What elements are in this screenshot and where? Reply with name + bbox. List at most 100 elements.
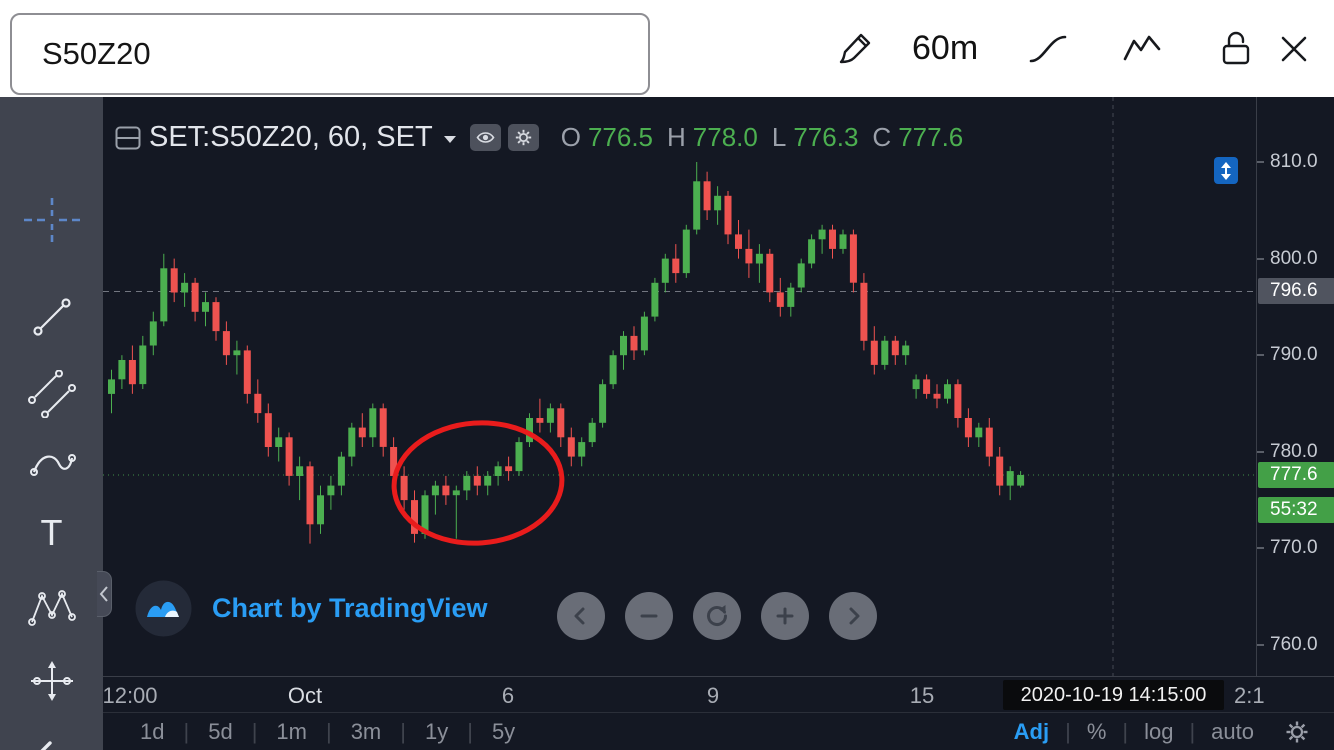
time-tick-label: 15 <box>909 683 935 708</box>
ellipse-annotation[interactable] <box>390 417 566 548</box>
lock-icon[interactable] <box>1218 0 1254 97</box>
zoom-in-button[interactable] <box>761 592 809 640</box>
adjusted-toggle[interactable]: Adj <box>1013 718 1050 744</box>
range-5d-button[interactable]: 5d <box>208 718 233 744</box>
xabcd-pattern-tool-button[interactable] <box>0 587 103 629</box>
brush-icon[interactable] <box>836 0 874 97</box>
candle-body <box>672 258 680 274</box>
candle-body <box>567 437 575 457</box>
time-tick-label: 9 <box>706 683 720 708</box>
toolbar-collapse-handle[interactable] <box>97 571 112 617</box>
drawing-toolbar: T <box>0 97 103 750</box>
chart-nav-controls <box>557 592 877 640</box>
candle-body <box>787 287 795 307</box>
candle-body <box>703 181 711 211</box>
candle-body <box>390 447 398 476</box>
candle-body <box>264 413 272 447</box>
crosshair-tool-button[interactable] <box>0 197 103 243</box>
minus-icon <box>640 614 658 618</box>
symbol-input[interactable] <box>10 13 650 95</box>
range-5y-button[interactable]: 5y <box>491 718 516 744</box>
candle-body <box>411 500 418 534</box>
range-3m-button[interactable]: 3m <box>350 718 382 744</box>
candle-body <box>933 393 941 399</box>
candle-body <box>745 248 753 264</box>
back-button[interactable] <box>0 737 103 750</box>
candle-body <box>463 475 471 491</box>
candle-body <box>776 292 784 307</box>
candle-body <box>839 234 847 249</box>
range-1y-button[interactable]: 1y <box>424 718 449 744</box>
candle-body <box>379 408 387 447</box>
visibility-toggle-button[interactable] <box>469 124 501 151</box>
candle-body <box>337 456 345 486</box>
price-tick-label: 770.0 <box>1257 537 1334 559</box>
candle-body <box>275 437 283 447</box>
candle-body <box>118 360 126 380</box>
candle-body <box>442 485 450 496</box>
separator: | <box>467 718 473 744</box>
symbol-title[interactable]: SET:S50Z20, 60, SET <box>149 121 433 153</box>
timeframe-button[interactable]: 60m <box>912 29 979 67</box>
price-range-tool-button[interactable] <box>0 659 103 703</box>
layout-box-icon[interactable] <box>115 126 141 150</box>
chart-style-icon[interactable] <box>1122 0 1162 97</box>
price-tick-label: 810.0 <box>1257 151 1334 173</box>
separator: | <box>325 718 332 744</box>
reset-view-button[interactable] <box>693 592 741 640</box>
trend-line-icon <box>32 298 71 336</box>
candle-body <box>191 282 199 312</box>
candle-body <box>149 321 157 346</box>
log-toggle[interactable]: log <box>1144 718 1174 744</box>
pan-left-button[interactable] <box>557 592 605 640</box>
auto-scale-button[interactable] <box>1214 157 1238 184</box>
low-value: 776.3 <box>793 122 859 152</box>
time-axis[interactable]: 2020-10-19 14:15:00 2:1 12:00 Oct 6 9 15 <box>102 676 1334 712</box>
candle-body <box>975 427 983 438</box>
curve-brush-tool-button[interactable] <box>0 445 103 483</box>
chevron-down-icon[interactable] <box>443 135 457 144</box>
reset-icon <box>707 605 727 626</box>
candle-body <box>714 195 722 211</box>
chart-settings-button[interactable] <box>1284 719 1310 745</box>
candle-body <box>588 422 596 443</box>
price-range-icon <box>30 661 73 701</box>
candle-body <box>243 350 251 394</box>
percent-toggle[interactable]: % <box>1086 718 1107 744</box>
close-icon[interactable] <box>1277 0 1311 97</box>
separator: | <box>1065 718 1071 744</box>
candle-body <box>254 393 262 414</box>
candle-body <box>755 253 763 264</box>
close-label: C <box>872 122 892 152</box>
chart-canvas[interactable] <box>103 97 1256 676</box>
candle-body <box>891 340 899 356</box>
trend-line-tool-button[interactable] <box>0 294 103 340</box>
text-tool-button[interactable]: T <box>0 515 103 551</box>
open-label: O <box>560 122 581 152</box>
candle-body <box>128 360 136 385</box>
auto-toggle[interactable]: auto <box>1211 718 1254 744</box>
candle-body <box>578 442 586 457</box>
candle-body <box>327 485 335 496</box>
range-1d-button[interactable]: 1d <box>140 718 165 744</box>
parallel-lines-tool-button[interactable] <box>0 370 103 418</box>
candle-body <box>912 379 920 390</box>
chart-legend: SET:S50Z20, 60, SET <box>115 121 963 154</box>
candle-body <box>515 442 523 472</box>
candle-body <box>829 229 836 249</box>
eye-icon <box>476 132 495 143</box>
price-axis[interactable]: 810.0 800.0 790.0 780.0 770.0 760.0 796.6 777.6… <box>1256 97 1334 676</box>
series-settings-button[interactable] <box>507 124 539 151</box>
range-1m-button[interactable]: 1m <box>276 718 307 744</box>
time-tick-label: 12:00 <box>102 683 158 708</box>
separator: | <box>183 718 190 744</box>
candle-body <box>285 437 293 476</box>
candle-body <box>797 263 805 288</box>
zoom-out-button[interactable] <box>625 592 673 640</box>
curve-line-icon[interactable] <box>1028 0 1068 97</box>
candle-body <box>651 282 659 317</box>
pan-right-button[interactable] <box>829 592 877 640</box>
time-tick-label: Oct <box>287 683 323 708</box>
tradingview-attribution-link[interactable]: Chart by TradingView <box>135 580 488 637</box>
